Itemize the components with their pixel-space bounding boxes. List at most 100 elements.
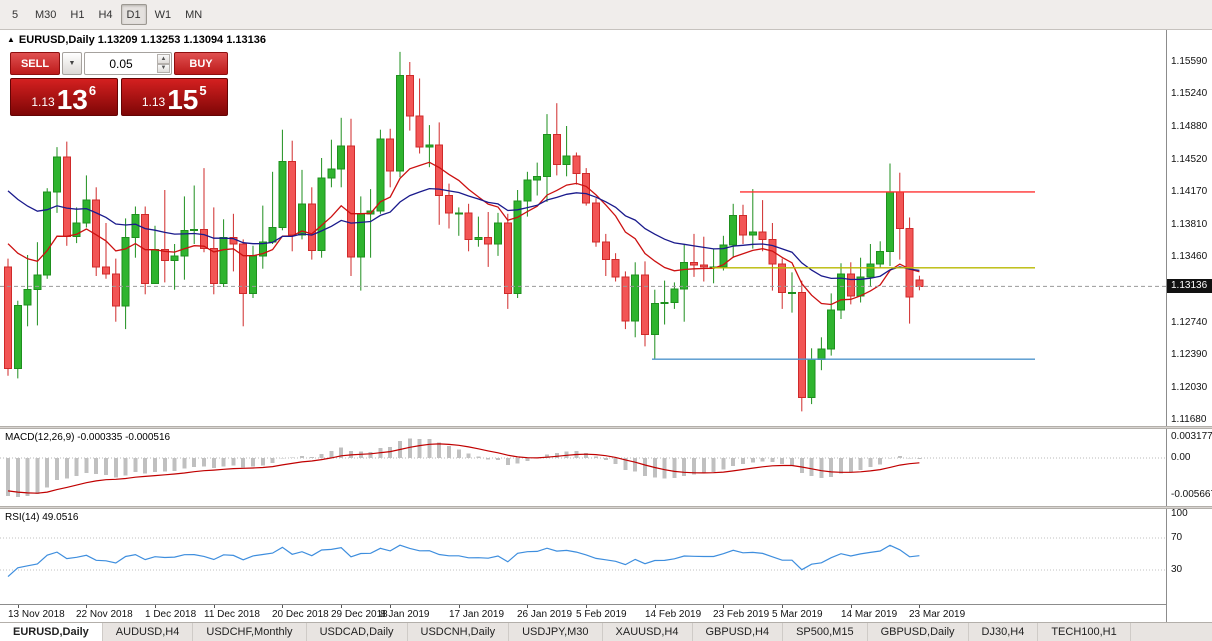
macd-label: MACD(12,26,9) -0.000335 -0.000516 <box>5 432 171 443</box>
volume-spinner: ▲ ▼ <box>157 54 170 73</box>
chart-tab-audusd-h4[interactable]: AUDUSD,H4 <box>102 623 194 641</box>
price-chart-canvas[interactable] <box>0 30 1166 426</box>
timeframe-button-mn[interactable]: MN <box>185 8 203 21</box>
candle <box>905 228 914 298</box>
candle <box>405 75 414 117</box>
timeframe-button-h1[interactable]: H1 <box>70 8 85 21</box>
timeframe-button-h4[interactable]: H4 <box>98 8 113 21</box>
candle <box>846 273 855 297</box>
candle <box>719 244 728 268</box>
time-tick <box>282 605 283 608</box>
candle <box>611 259 620 278</box>
time-axis[interactable]: 13 Nov 2018 22 Nov 2018 1 Dec 2018 11 Dec 2… <box>0 604 1166 622</box>
candle <box>239 243 248 294</box>
price-axis-label: 1.14880 <box>1171 121 1208 132</box>
time-tick <box>390 605 391 608</box>
candle <box>180 229 189 257</box>
candle <box>33 274 42 291</box>
volume-up-icon[interactable]: ▲ <box>157 54 170 64</box>
candle <box>200 228 208 250</box>
timeframe-button-5[interactable]: 5 <box>11 8 19 21</box>
candle <box>729 215 738 246</box>
sell-price-display[interactable]: 1.13 13 6 <box>10 78 118 116</box>
volume-field: ▲ ▼ <box>84 52 172 75</box>
candle <box>209 248 218 284</box>
date-label: 26 Jan 2019 <box>517 609 573 620</box>
current-price-badge: 1.13136 <box>1167 279 1212 293</box>
candle <box>307 203 316 251</box>
volume-input[interactable] <box>85 53 171 74</box>
timeframe-button-d1[interactable]: D1 <box>120 4 147 25</box>
pane-splitter[interactable] <box>0 506 1212 509</box>
chart-tab-gbpusd-daily[interactable]: GBPUSD,Daily <box>867 623 969 641</box>
candle <box>435 144 444 196</box>
candle <box>582 173 591 204</box>
candle <box>445 195 453 214</box>
buy-price-point: 5 <box>199 83 207 98</box>
candle <box>807 358 816 399</box>
price-axis-label: 1.13460 <box>1171 251 1208 262</box>
timeframe-button-w1[interactable]: W1 <box>154 8 172 21</box>
candle <box>748 231 757 236</box>
sell-price-point: 6 <box>88 83 97 98</box>
candle <box>258 241 267 257</box>
candle <box>102 266 110 275</box>
chart-tab-sp500-m15[interactable]: SP500,M15 <box>783 623 868 641</box>
chart-tab-eurusd-daily[interactable]: EURUSD,Daily <box>0 623 103 641</box>
date-label: 17 Jan 2019 <box>449 609 505 620</box>
candle <box>680 261 689 290</box>
chart-tab-gbpusd-h4[interactable]: GBPUSD,H4 <box>692 623 784 641</box>
candle <box>219 237 228 284</box>
rsi-label: RSI(14) 49.0516 <box>5 512 79 523</box>
time-tick <box>782 605 783 608</box>
chart-tab-xauusd-h4[interactable]: XAUUSD,H4 <box>602 623 693 641</box>
rsi-pane[interactable]: RSI(14) 49.0516 <box>0 509 1166 604</box>
candle <box>386 138 395 172</box>
chart-tab-usdcad-daily[interactable]: USDCAD,Daily <box>306 623 408 641</box>
price-chart-pane[interactable]: ▲ EURUSD,Daily 1.13209 1.13253 1.13094 1… <box>0 30 1166 426</box>
chart-tab-tech100-h1[interactable]: TECH100,H1 <box>1038 623 1131 641</box>
chart-tab-usdchf-monthly[interactable]: USDCHF,Monthly <box>193 623 307 641</box>
candle <box>650 303 659 336</box>
macd-axis-label: -0.005667 <box>1171 489 1212 500</box>
volume-down-icon[interactable]: ▼ <box>157 63 170 73</box>
rsi-axis-label: 30 <box>1171 564 1183 575</box>
candle <box>337 145 346 170</box>
timeframe-toolbar: 5 M30 H1 H4 D1 W1 MN <box>0 0 1212 30</box>
price-axis-label: 1.13810 <box>1171 219 1208 230</box>
candle <box>268 227 277 243</box>
chart-info-line: ▲ EURUSD,Daily 1.13209 1.13253 1.13094 1… <box>7 34 266 46</box>
candle <box>699 264 708 268</box>
price-axis[interactable]: 1.15590 1.15240 1.14880 1.14520 1.14170 1.138… <box>1166 30 1212 622</box>
candle <box>513 200 522 294</box>
rsi-line <box>7 544 920 578</box>
buy-button[interactable]: BUY <box>174 52 228 75</box>
date-label: 11 Dec 2018 <box>204 609 260 620</box>
candle <box>288 161 297 236</box>
sell-button[interactable]: SELL <box>10 52 60 75</box>
macd-pane[interactable]: MACD(12,26,9) -0.000335 -0.000516 <box>0 429 1166 506</box>
candle <box>4 266 12 369</box>
candle <box>170 255 179 261</box>
chart-tab-usdjpy-m30[interactable]: USDJPY,M30 <box>509 623 603 641</box>
order-type-dropdown-button[interactable]: ▼ <box>62 52 82 75</box>
chart-tab-usdcnh-daily[interactable]: USDCNH,Daily <box>407 623 510 641</box>
candle <box>533 175 542 181</box>
pane-splitter[interactable] <box>0 426 1212 429</box>
date-label: 23 Feb 2019 <box>713 609 770 620</box>
candle <box>592 202 600 243</box>
buy-price-prefix: 1.13 <box>141 95 166 109</box>
rsi-canvas[interactable] <box>0 509 1166 604</box>
candle <box>523 179 532 202</box>
macd-canvas[interactable] <box>0 429 1166 506</box>
candle <box>13 304 22 369</box>
candle <box>543 133 551 177</box>
candle <box>229 237 238 245</box>
timeframe-button-m30[interactable]: M30 <box>35 8 57 21</box>
price-axis-label: 1.11680 <box>1171 414 1207 425</box>
candle <box>552 133 561 166</box>
price-axis-label: 1.15240 <box>1171 88 1208 99</box>
buy-price-display[interactable]: 1.13 15 5 <box>120 78 228 116</box>
chart-tab-dj30-h4[interactable]: DJ30,H4 <box>968 623 1039 641</box>
